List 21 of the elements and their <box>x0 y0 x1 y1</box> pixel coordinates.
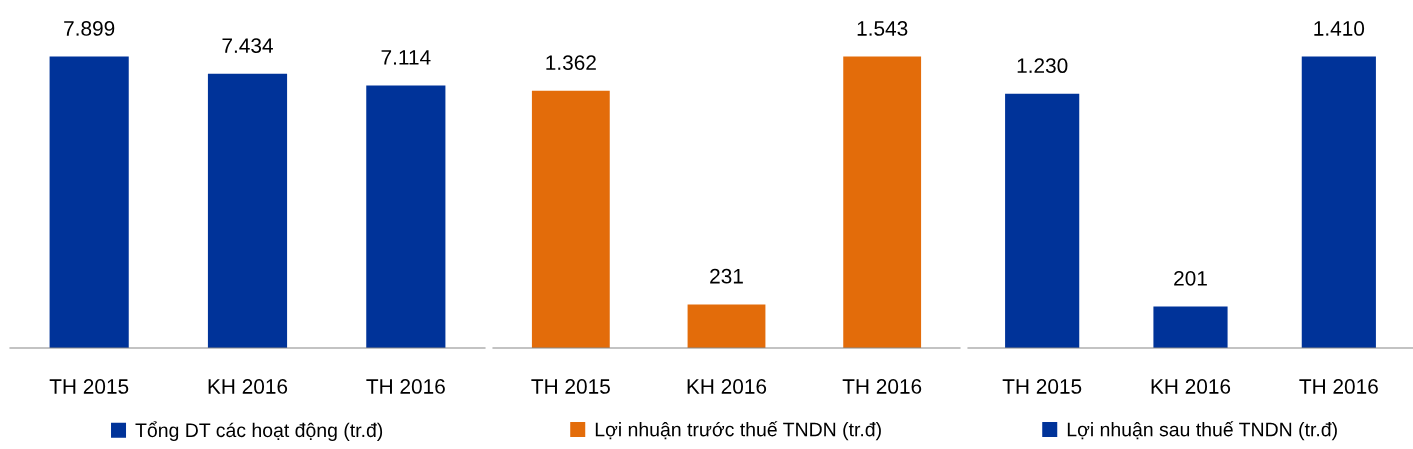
x-tick-label: TH 2016 <box>842 379 922 394</box>
data-label: 7.434 <box>222 38 273 53</box>
x-tick-label: KH 2016 <box>208 379 288 394</box>
data-label: 1.543 <box>857 21 908 36</box>
legend-label: Lợi nhuận trước thuế TNDN (tr.đ) <box>595 421 881 441</box>
x-tick-label: TH 2016 <box>1299 379 1378 394</box>
legend-label: Lợi nhuận sau thuế TNDN (tr.đ) <box>1067 421 1337 441</box>
x-tick-label: KH 2016 <box>687 379 767 394</box>
data-label: 201 <box>1174 270 1207 286</box>
x-tick-label: TH 2016 <box>366 379 445 394</box>
x-tick-label: KH 2016 <box>1151 379 1231 394</box>
data-label: 1.230 <box>1017 58 1068 74</box>
data-label: 7.899 <box>64 21 115 36</box>
x-tick-label: TH 2015 <box>531 379 610 394</box>
x-tick-label: TH 2015 <box>1002 379 1082 394</box>
x-tick-label: TH 2015 <box>49 379 129 394</box>
data-label: 1.362 <box>546 55 596 71</box>
data-label: 7.114 <box>381 50 431 65</box>
legend-label: Tổng DT các hoạt động (tr.đ) <box>135 421 383 441</box>
data-label: 231 <box>710 268 743 284</box>
data-label: 1.410 <box>1314 21 1365 36</box>
